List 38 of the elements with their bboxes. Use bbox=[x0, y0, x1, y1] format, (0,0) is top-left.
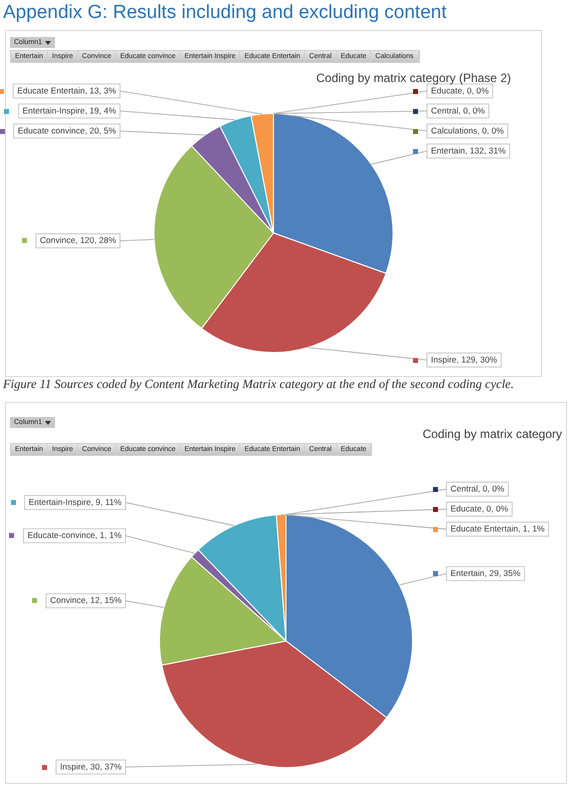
legend-label: Educate-convince bbox=[27, 530, 96, 540]
legend-label: Calculations bbox=[431, 125, 478, 136]
data-label: , 13, 3% bbox=[84, 85, 116, 96]
legend-label: Educate Entertain bbox=[450, 524, 518, 534]
legend-label: Inspire bbox=[431, 354, 457, 364]
data-label: , 29, 35% bbox=[484, 568, 521, 578]
legend-label: Entertain-Inspire bbox=[28, 496, 92, 507]
legend-label: Educate bbox=[431, 85, 462, 96]
legend-label: Convince bbox=[40, 235, 76, 246]
legend-label: Educate convince bbox=[18, 125, 86, 136]
legend-label: Entertain-Inspire bbox=[22, 105, 86, 116]
text: , 0, 0% bbox=[482, 504, 508, 514]
data-label: , 1, 1% bbox=[518, 524, 545, 534]
text: , 0, 0% bbox=[477, 125, 504, 136]
data-label: , 9, 11% bbox=[90, 496, 122, 507]
data-label: , 30, 37% bbox=[86, 761, 122, 772]
legend-label: Educate bbox=[450, 504, 482, 514]
data-label: , 12, 15% bbox=[86, 595, 122, 606]
data-label: , 20, 5% bbox=[84, 125, 116, 136]
text: , 0, 0% bbox=[458, 105, 485, 116]
data-label: , 19, 4% bbox=[84, 105, 116, 116]
legend-label: Central bbox=[431, 105, 459, 116]
legend-label: Convince bbox=[50, 595, 86, 606]
text: , 0, 0% bbox=[478, 484, 504, 494]
data-label: , 129, 30% bbox=[456, 354, 498, 364]
data-label: , 1, 1% bbox=[95, 530, 122, 540]
legend-label: Educate Entertain bbox=[17, 85, 86, 96]
chart-title: Coding by matrix category bbox=[422, 427, 562, 441]
caption: Figure 11 Sources coded by Content Marketing Matrix category at the end of the second coding cycle. bbox=[3, 377, 514, 392]
legend-label: Central bbox=[450, 484, 478, 494]
legend-label: Inspire bbox=[60, 761, 86, 772]
data-label: , 120, 28% bbox=[75, 235, 116, 246]
chart-title: Coding by matrix category (Phase 2) bbox=[316, 71, 511, 85]
legend-label: Entertain bbox=[431, 145, 466, 156]
text: Appendix G: Results including and excluding content bbox=[3, 2, 447, 24]
data-label: , 132, 31% bbox=[465, 145, 506, 156]
legend-label: Entertain bbox=[450, 568, 485, 578]
text: , 0, 0% bbox=[462, 85, 489, 96]
